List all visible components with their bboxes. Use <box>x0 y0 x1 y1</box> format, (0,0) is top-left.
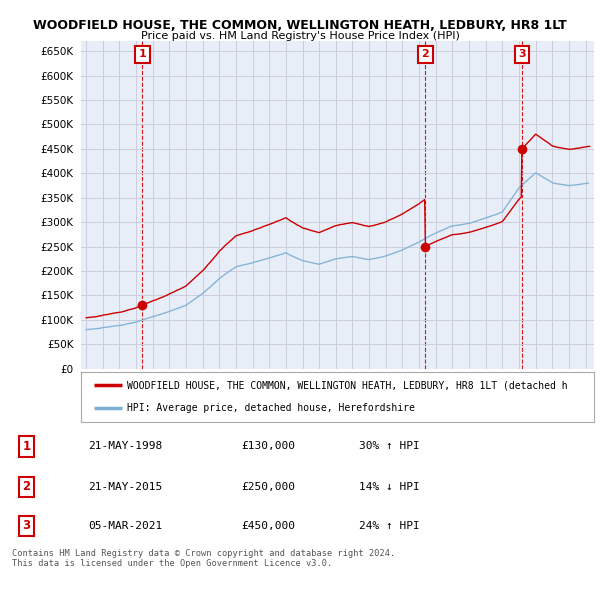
Text: 3: 3 <box>518 50 526 60</box>
Text: WOODFIELD HOUSE, THE COMMON, WELLINGTON HEATH, LEDBURY, HR8 1LT (detached h: WOODFIELD HOUSE, THE COMMON, WELLINGTON … <box>127 380 568 390</box>
Text: 2: 2 <box>422 50 430 60</box>
Text: 1: 1 <box>139 50 146 60</box>
Text: 14% ↓ HPI: 14% ↓ HPI <box>359 482 419 492</box>
Text: 21-MAY-2015: 21-MAY-2015 <box>88 482 163 492</box>
Text: 30% ↑ HPI: 30% ↑ HPI <box>359 441 419 451</box>
Text: 3: 3 <box>23 519 31 533</box>
Text: WOODFIELD HOUSE, THE COMMON, WELLINGTON HEATH, LEDBURY, HR8 1LT: WOODFIELD HOUSE, THE COMMON, WELLINGTON … <box>33 19 567 32</box>
Text: 1: 1 <box>23 440 31 453</box>
Text: 2: 2 <box>23 480 31 493</box>
Text: 05-MAR-2021: 05-MAR-2021 <box>88 521 163 531</box>
Text: Contains HM Land Registry data © Crown copyright and database right 2024.
This d: Contains HM Land Registry data © Crown c… <box>12 549 395 568</box>
Text: 24% ↑ HPI: 24% ↑ HPI <box>359 521 419 531</box>
Text: HPI: Average price, detached house, Herefordshire: HPI: Average price, detached house, Here… <box>127 404 415 414</box>
Text: £250,000: £250,000 <box>241 482 295 492</box>
Text: Price paid vs. HM Land Registry's House Price Index (HPI): Price paid vs. HM Land Registry's House … <box>140 31 460 41</box>
Text: 21-MAY-1998: 21-MAY-1998 <box>88 441 163 451</box>
Text: £130,000: £130,000 <box>241 441 295 451</box>
Text: £450,000: £450,000 <box>241 521 295 531</box>
